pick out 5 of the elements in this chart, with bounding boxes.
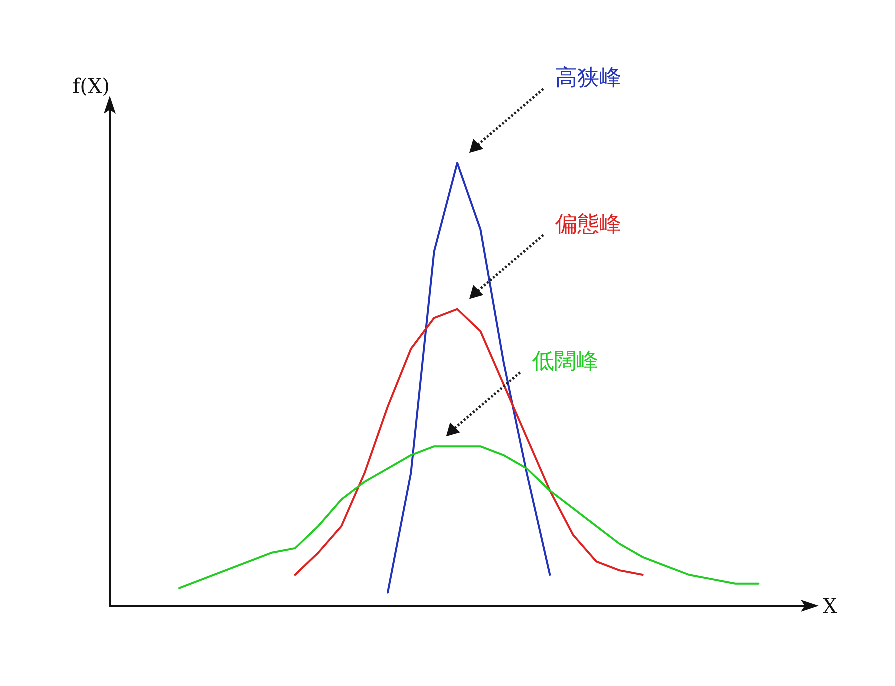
x-axis-title: X	[823, 594, 838, 618]
annotation: 低闊峰	[532, 350, 598, 375]
annotation: 偏態峰	[556, 212, 622, 238]
text: 高狭峰	[556, 66, 622, 92]
y-axis-title: f(X)	[72, 74, 110, 98]
